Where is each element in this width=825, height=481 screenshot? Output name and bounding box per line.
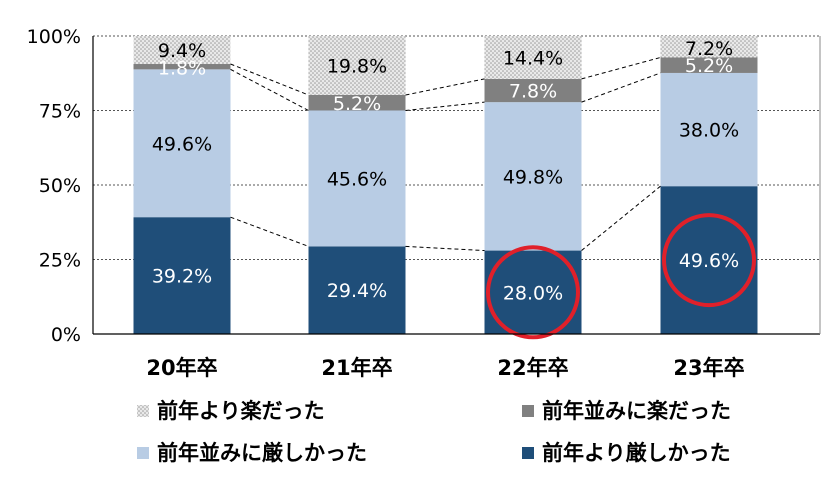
- bar-segment: [660, 57, 758, 73]
- axes: 0% 25% 50% 75% 100% 20年卒 21年卒 22年卒 23年卒: [27, 26, 821, 380]
- legend-label: 前年より楽だった: [157, 399, 325, 423]
- legend-item: 前年より楽だった: [137, 399, 325, 423]
- bar-segment: [660, 186, 758, 334]
- data-label: 38.0%: [679, 120, 739, 142]
- legend-item: 前年並みに楽だった: [522, 399, 731, 423]
- bar-segment: [660, 36, 758, 58]
- connector-line: [230, 68, 309, 111]
- y-tick-label: 25%: [39, 250, 81, 272]
- x-tick-label: 23年卒: [673, 356, 744, 380]
- legend-swatch: [522, 447, 534, 459]
- connector-lines: [230, 56, 661, 252]
- bar-segment: [308, 36, 406, 96]
- highlight-circle: [486, 245, 580, 340]
- data-label: 19.8%: [327, 56, 387, 78]
- data-label: 9.4%: [158, 40, 206, 62]
- connector-line: [230, 216, 309, 247]
- data-label: 49.8%: [503, 166, 563, 188]
- bar-segment: [484, 250, 582, 334]
- data-label: 39.2%: [152, 266, 212, 288]
- legend-label: 前年並みに厳しかった: [157, 441, 367, 465]
- bar-segment: [308, 110, 406, 247]
- bar-segment: [133, 36, 231, 65]
- legend-swatch: [137, 447, 149, 459]
- bar-segment: [484, 102, 582, 251]
- data-label: 7.2%: [685, 38, 733, 60]
- connector-line: [581, 185, 661, 251]
- data-label: 1.8%: [158, 57, 206, 79]
- data-labels: 39.2% 49.6% 1.8%9.4% 29.4% 45.6% 5.2% 19.8% 28.…: [152, 38, 739, 304]
- connector-line: [405, 78, 485, 96]
- data-label: 49.6%: [679, 250, 739, 272]
- y-tick-label: 50%: [39, 175, 81, 197]
- legend-label: 前年より厳しかった: [542, 441, 731, 465]
- legend-swatch: [522, 405, 534, 417]
- data-label: 5.2%: [333, 93, 381, 115]
- data-label: 5.2%: [685, 55, 733, 77]
- bar-segment: [660, 72, 758, 187]
- x-tick-label: 22年卒: [497, 356, 568, 380]
- bar-segment: [484, 78, 582, 103]
- legend-label: 前年並みに楽だった: [542, 399, 731, 423]
- data-label: 7.8%: [509, 81, 557, 103]
- connector-line: [581, 72, 661, 103]
- legend-swatch: [137, 405, 149, 417]
- data-label: 45.6%: [327, 168, 387, 190]
- data-label: 28.0%: [503, 282, 563, 304]
- bar-segment: [308, 246, 406, 334]
- bar-segment: [484, 36, 582, 79]
- legend-item: 前年より厳しかった: [522, 441, 731, 465]
- data-label: 29.4%: [327, 280, 387, 302]
- data-label: 14.4%: [503, 47, 563, 69]
- highlight-circles: [486, 213, 756, 340]
- bar-segment: [308, 95, 406, 111]
- connector-line: [405, 245, 485, 252]
- connector-line: [405, 101, 485, 111]
- data-label: 49.6%: [152, 133, 212, 155]
- y-tick-label: 100%: [27, 26, 81, 48]
- legend-item: 前年並みに厳しかった: [137, 441, 367, 465]
- bars: [133, 36, 758, 334]
- bar-segment: [133, 69, 231, 218]
- x-tick-label: 21年卒: [321, 356, 392, 380]
- bar-segment: [133, 217, 231, 334]
- y-tick-label: 75%: [39, 101, 81, 123]
- x-tick-label: 20年卒: [146, 356, 217, 380]
- bar-segment: [133, 64, 231, 70]
- y-tick-label: 0%: [51, 324, 81, 346]
- highlight-circle: [662, 213, 756, 308]
- connector-line: [581, 56, 661, 80]
